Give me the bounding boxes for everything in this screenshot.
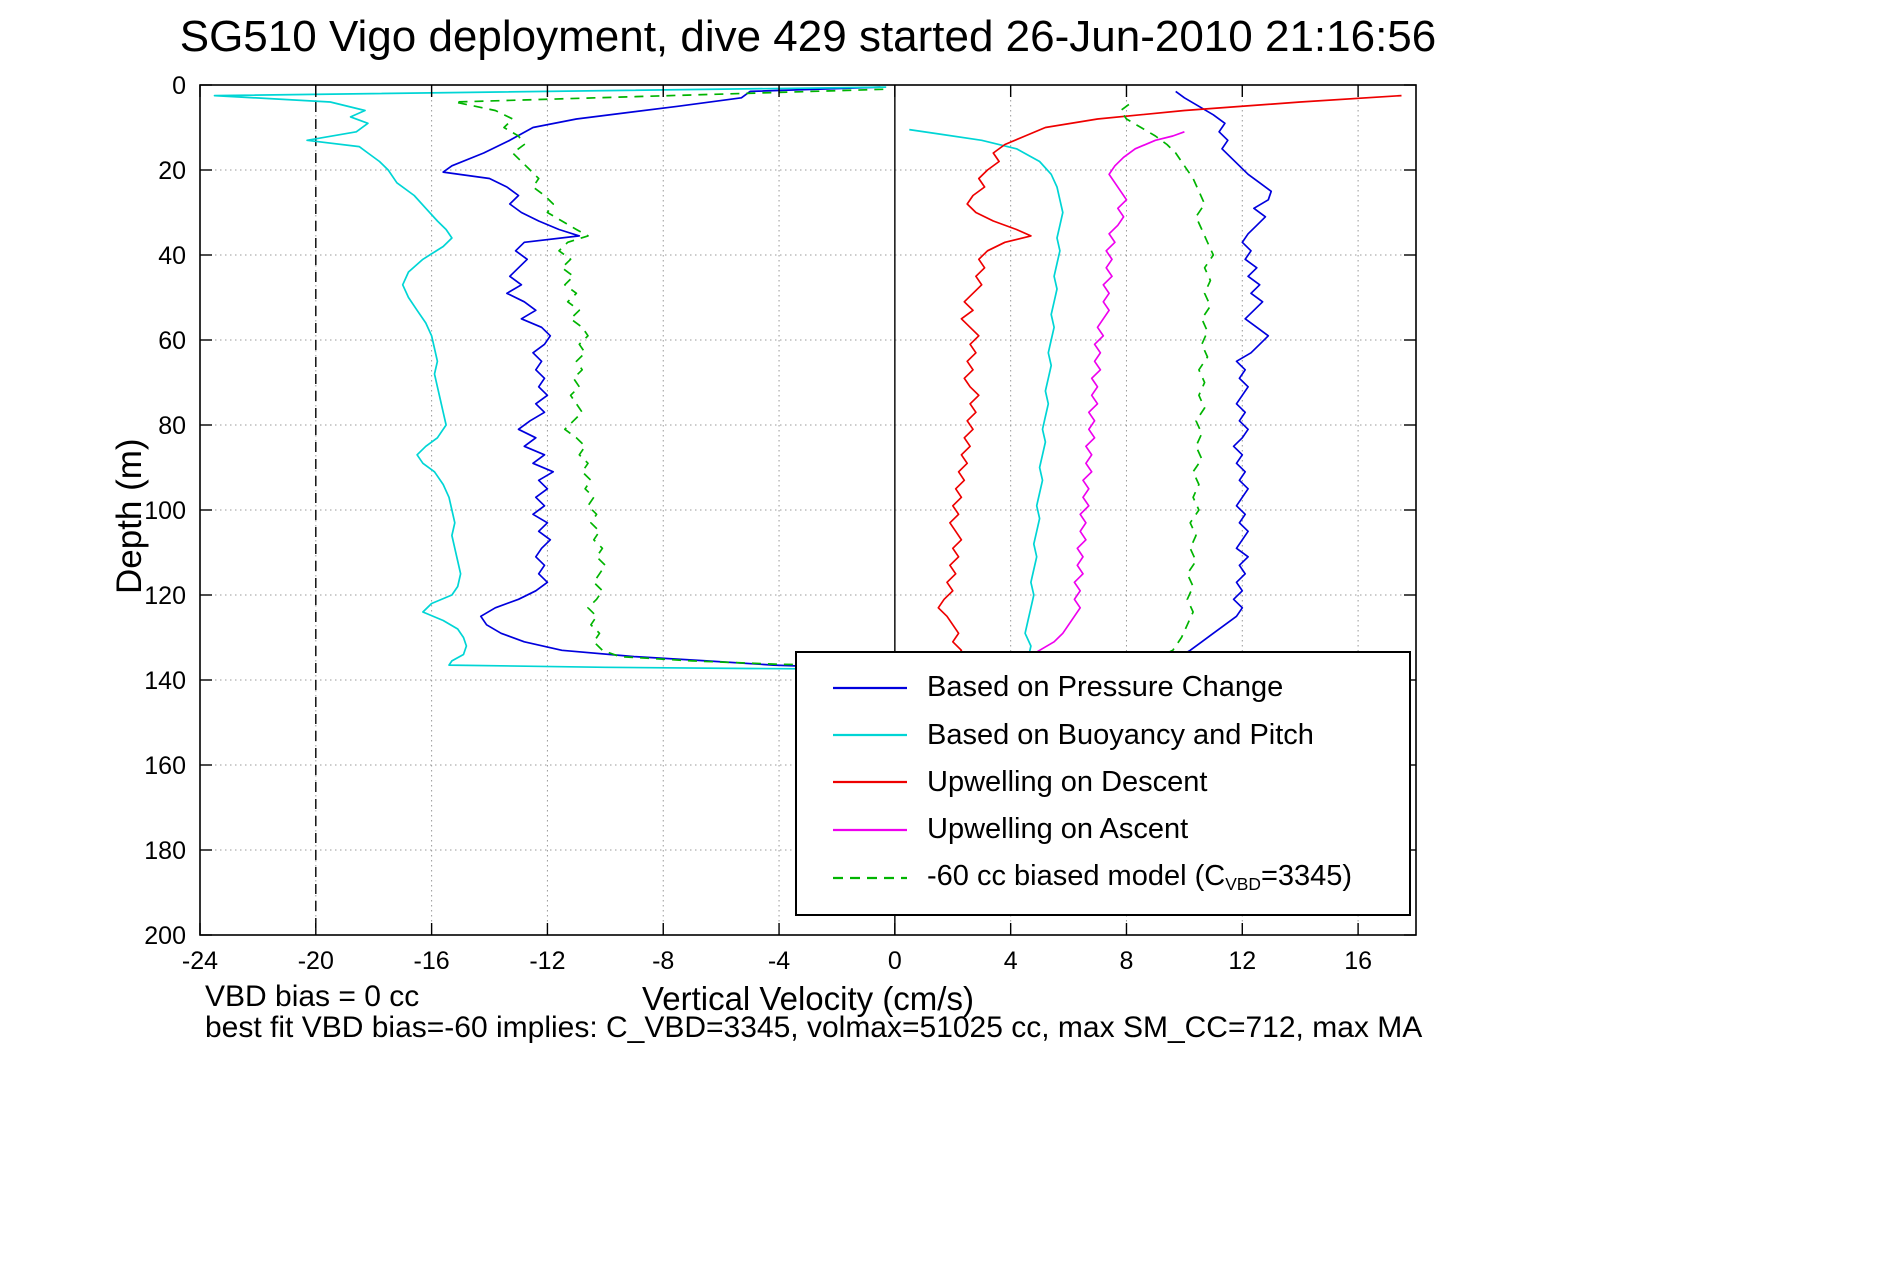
x-tick-label: 0 <box>888 947 902 975</box>
legend-entry: Based on Buoyancy and Pitch <box>797 719 1409 752</box>
x-tick-label: 4 <box>1004 947 1018 975</box>
legend-line-sample <box>833 876 907 880</box>
x-tick-label: -8 <box>652 947 674 975</box>
legend-line-sample <box>833 828 907 831</box>
y-tick-label: 60 <box>158 327 186 355</box>
y-tick-label: 80 <box>158 412 186 440</box>
y-tick-label: 20 <box>158 157 186 185</box>
y-tick-label: 200 <box>144 922 186 950</box>
legend-entry: Upwelling on Descent <box>797 766 1409 799</box>
y-axis-label: Depth (m) <box>110 438 149 594</box>
y-tick-label: 180 <box>144 837 186 865</box>
x-tick-label: -12 <box>529 947 565 975</box>
x-tick-label: 16 <box>1344 947 1372 975</box>
legend-line-sample <box>833 686 907 689</box>
legend: Based on Pressure Change Based on Buoyanc… <box>795 651 1411 916</box>
annotation-vbd-bias: VBD bias = 0 cc <box>205 980 420 1013</box>
x-tick-label: -4 <box>768 947 790 975</box>
x-tick-label: -20 <box>298 947 334 975</box>
series-line-buoyancy <box>213 86 1064 671</box>
series-line-biased-model <box>453 88 1215 667</box>
series-line-upwelling-ascent <box>1010 131 1185 669</box>
legend-entry: -60 cc biased model (CVBD=3345) <box>797 860 1409 895</box>
x-tick-label: -16 <box>414 947 450 975</box>
legend-entry: Upwelling on Ascent <box>797 813 1409 846</box>
legend-entry-label: Upwelling on Descent <box>927 765 1208 798</box>
y-tick-label: 0 <box>172 72 186 100</box>
x-tick-label: 12 <box>1228 947 1256 975</box>
chart-title: SG510 Vigo deployment, dive 429 started … <box>179 12 1437 61</box>
legend-line-sample <box>833 733 907 737</box>
y-tick-label: 140 <box>144 667 186 695</box>
x-tick-label: -24 <box>182 947 218 975</box>
y-tick-label: 160 <box>144 752 186 780</box>
y-tick-label: 100 <box>144 497 186 525</box>
legend-entry-label: Based on Pressure Change <box>927 671 1284 704</box>
legend-entry-label: Based on Buoyancy and Pitch <box>927 718 1314 751</box>
annotation-best-fit: best fit VBD bias=-60 implies: C_VBD=334… <box>205 1011 1423 1044</box>
y-tick-label: 40 <box>158 242 186 270</box>
x-axis-label: Vertical Velocity (cm/s) <box>642 980 974 1017</box>
legend-entry-label: -60 cc biased model (CVBD=3345) <box>927 860 1353 895</box>
series-line-pressure <box>442 86 1273 669</box>
y-tick-label: 120 <box>144 582 186 610</box>
x-tick-label: 8 <box>1120 947 1134 975</box>
legend-entry: Based on Pressure Change <box>797 671 1409 704</box>
legend-entry-label: Upwelling on Ascent <box>927 813 1189 846</box>
series-line-upwelling-descent <box>937 94 1402 668</box>
legend-line-sample <box>833 781 907 784</box>
